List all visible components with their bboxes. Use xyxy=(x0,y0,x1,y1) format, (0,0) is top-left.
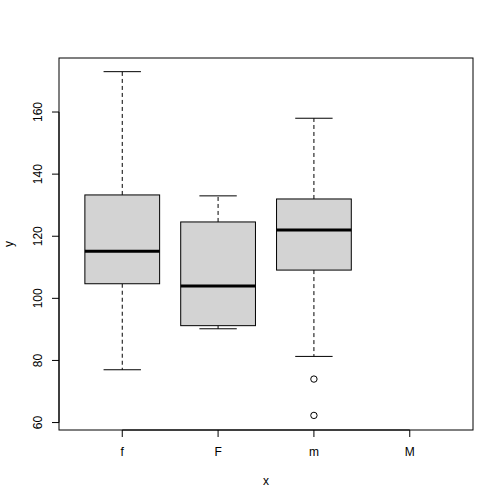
y-tick xyxy=(52,174,59,175)
box xyxy=(277,199,352,270)
lower-whisker xyxy=(122,284,123,370)
y-tick xyxy=(52,422,59,423)
x-axis-line xyxy=(122,430,410,431)
x-tick-label: M xyxy=(405,445,415,459)
lower-whisker xyxy=(313,270,314,356)
x-tick xyxy=(218,430,219,437)
whisker-cap-max xyxy=(295,118,332,119)
y-axis-line xyxy=(59,112,60,423)
chart-container: 60 80 100 120 140 160 f Fm Mx y xyxy=(0,0,504,504)
whisker-cap-min xyxy=(295,356,332,357)
boxes xyxy=(85,72,351,419)
y-tick xyxy=(52,298,59,299)
whisker-cap-max xyxy=(104,71,141,72)
x-tick xyxy=(409,430,410,437)
box xyxy=(85,195,160,284)
outlier xyxy=(311,376,317,382)
y-tick-label: 140 xyxy=(31,164,45,184)
y-tick-label: 100 xyxy=(31,288,45,308)
background xyxy=(0,0,504,504)
whisker-cap-min xyxy=(104,369,141,370)
median xyxy=(277,229,352,232)
whisker-cap-min xyxy=(199,328,236,329)
x-tick-label: f xyxy=(121,445,125,459)
upper-whisker xyxy=(218,196,219,222)
x-axis-title: x xyxy=(263,474,269,488)
plot-frame xyxy=(59,58,473,430)
y-tick-label: 120 xyxy=(31,226,45,246)
upper-whisker xyxy=(313,118,314,199)
whisker-cap-max xyxy=(199,195,236,196)
chart: 60 80 100 120 140 160 f Fm Mx y xyxy=(0,0,504,504)
median xyxy=(85,250,160,253)
y-tick xyxy=(52,112,59,113)
box xyxy=(181,222,256,326)
y-tick-label: 60 xyxy=(31,416,45,430)
y-tick-label: 160 xyxy=(31,102,45,122)
y-axis-title: y xyxy=(2,241,16,247)
x-tick-label: m xyxy=(309,445,319,459)
y-tick xyxy=(52,360,59,361)
y-tick xyxy=(52,236,59,237)
x-tick xyxy=(122,430,123,437)
outlier xyxy=(311,412,317,418)
upper-whisker xyxy=(122,72,123,195)
x-tick-label: F xyxy=(214,445,221,459)
y-tick-label: 80 xyxy=(31,353,45,367)
median xyxy=(181,284,256,287)
x-tick xyxy=(313,430,314,437)
